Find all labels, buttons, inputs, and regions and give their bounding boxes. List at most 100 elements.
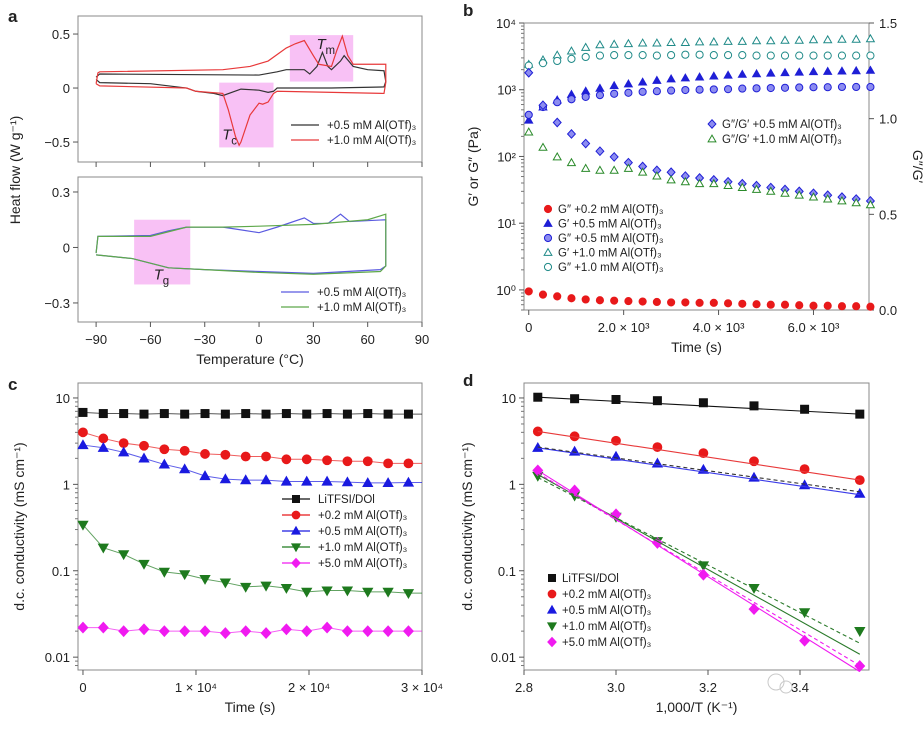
data-point	[822, 66, 833, 75]
y-tick-label: 10³	[497, 83, 516, 98]
data-point	[199, 575, 211, 585]
data-point	[382, 587, 394, 598]
y-tick-label: 0.5	[52, 27, 70, 42]
data-point	[723, 36, 733, 45]
panel-label-d: d	[463, 371, 473, 390]
data-point	[823, 83, 832, 92]
legend-label: G″ +0.5 mM Al(OTf)₃	[558, 233, 664, 245]
y-tick-label: 10¹	[497, 216, 516, 231]
legend-marker	[543, 233, 553, 243]
data-point	[159, 444, 170, 455]
plot-frame	[77, 15, 423, 163]
data-point	[118, 438, 129, 449]
legend-item: LiTFSI/DOl	[282, 494, 375, 506]
data-point	[117, 550, 130, 561]
x-tick-label: 3.4	[791, 680, 809, 695]
x-tick-label: 90	[415, 332, 429, 347]
legend-item: +5.0 mM Al(OTf)₃	[282, 557, 408, 570]
data-point	[119, 409, 129, 419]
data-point	[280, 623, 292, 636]
data-point	[538, 290, 548, 299]
data-point	[220, 409, 230, 419]
legend-item: +0.5 mM Al(OTf)₃	[282, 525, 408, 538]
data-point	[567, 294, 576, 303]
data-point	[139, 440, 149, 451]
data-point	[240, 474, 252, 485]
data-point	[652, 51, 661, 60]
legend: LiTFSI/DOl +0.2 mM Al(OTf)₃ +0.5 mM Al(OTf…	[546, 573, 652, 649]
data-point	[794, 35, 805, 44]
legend-label: +0.2 mM Al(OTf)₃	[562, 589, 652, 601]
data-point	[179, 445, 190, 456]
data-point	[581, 52, 590, 62]
x-tick-label: 2.8	[515, 680, 533, 695]
data-point	[854, 487, 866, 498]
watermark-logo	[767, 673, 793, 694]
legend-item: G′ +1.0 mM Al(OTf)₃	[543, 247, 662, 260]
panel-label-c: c	[8, 375, 17, 394]
y-tick-label: 0.3	[52, 185, 70, 200]
data-point	[566, 157, 577, 167]
legend-item: G″ +0.2 mM Al(OTf)₃	[543, 204, 664, 216]
fit-line	[537, 446, 860, 493]
data-point	[158, 458, 171, 469]
data-point	[865, 65, 876, 74]
data-point	[118, 625, 130, 638]
x-axis-label: 1,000/T (K⁻¹)	[656, 699, 738, 715]
legend-marker	[707, 119, 717, 129]
data-point	[159, 409, 169, 419]
data-point	[219, 578, 232, 589]
data-point	[822, 34, 833, 44]
data-point	[780, 188, 790, 197]
data-point	[322, 409, 332, 419]
data-point	[553, 56, 562, 66]
data-point	[403, 458, 414, 469]
x-tick-label: −30	[194, 332, 216, 347]
y-axis-label: d.c. conductivity (mS cm⁻¹)	[11, 442, 27, 610]
data-point	[794, 190, 805, 199]
data-point	[383, 458, 393, 469]
data-point	[566, 46, 577, 55]
y-axis-label: Heat flow (W g⁻¹)	[7, 116, 23, 225]
data-point	[553, 292, 562, 301]
data-point	[77, 621, 89, 634]
data-point	[342, 409, 352, 419]
data-point	[341, 476, 354, 487]
data-point	[403, 409, 413, 419]
series-0	[78, 407, 422, 419]
legend-marker	[543, 247, 553, 256]
y-tick-label: 10⁰	[496, 283, 516, 298]
legend-item: G″/G′ +0.5 mM Al(OTf)₃	[707, 119, 842, 131]
annotation-T-c: T	[222, 126, 233, 143]
legend: +0.5 mM Al(OTf)₃ +1.0 mM Al(OTf)₃	[291, 120, 417, 147]
legend-label: G″/G′ +1.0 mM Al(OTf)₃	[722, 134, 842, 146]
data-point	[780, 35, 790, 44]
data-point	[321, 586, 333, 597]
data-point	[723, 180, 733, 190]
data-point	[566, 129, 577, 139]
fit-line	[537, 396, 860, 415]
legend-item: +1.0 mM Al(OTf)₃	[291, 135, 417, 147]
data-point	[667, 51, 676, 60]
data-point	[738, 299, 747, 308]
data-point	[638, 51, 647, 60]
data-point	[866, 51, 875, 60]
x-tick-label: −60	[139, 332, 161, 347]
legend-item: G′ +0.5 mM Al(OTf)₃	[543, 219, 662, 231]
y-tick-label: 10	[502, 391, 516, 406]
data-point	[666, 37, 676, 46]
x-tick-label: 0	[255, 332, 262, 347]
data-point	[865, 33, 876, 43]
data-point	[581, 92, 590, 102]
series-1	[95, 213, 387, 275]
data-point	[240, 451, 251, 462]
watermark-icon	[767, 673, 785, 691]
data-point	[823, 301, 832, 310]
legend-label: LiTFSI/DOl	[562, 573, 619, 585]
data-point	[538, 142, 548, 151]
x-tick-label: 3.0	[607, 680, 625, 695]
data-point	[595, 91, 605, 100]
data-point	[78, 427, 88, 438]
data-point	[752, 51, 761, 60]
